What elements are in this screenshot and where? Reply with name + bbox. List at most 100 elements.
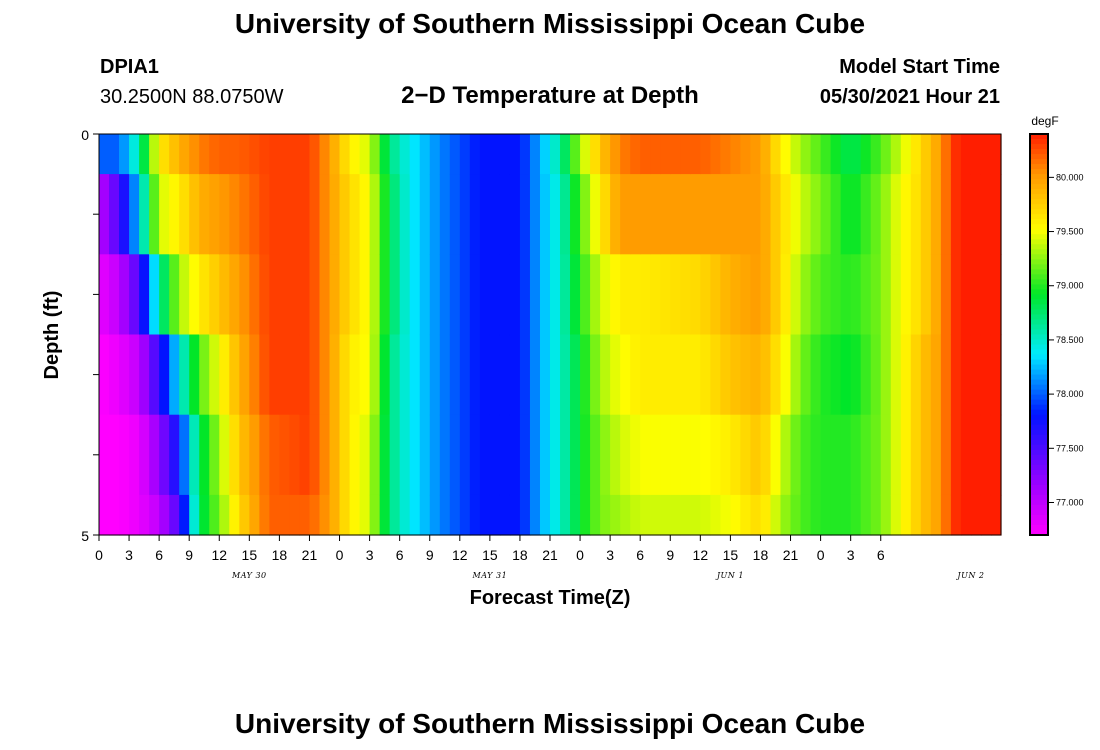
heatmap-cell: [780, 334, 792, 416]
heatmap-cell: [319, 254, 331, 336]
colorbar-segment: [1030, 204, 1048, 210]
colorbar-segment: [1030, 484, 1048, 491]
heatmap-cell: [539, 414, 551, 496]
colorbar-segment: [1030, 134, 1048, 140]
heatmap-cell: [690, 254, 701, 336]
heatmap-cell: [469, 334, 481, 416]
heatmap-cell: [910, 414, 922, 496]
x-tick-label: 0: [336, 547, 344, 563]
colorbar-tick-label: 80.000: [1056, 172, 1084, 182]
colorbar-segment: [1030, 424, 1048, 431]
colorbar-segment: [1030, 284, 1048, 290]
heatmap-cell: [259, 174, 270, 255]
heatmap-cell: [990, 174, 1002, 255]
heatmap-cell: [169, 174, 180, 255]
heatmap-cell: [359, 334, 371, 416]
colorbar-segment: [1030, 344, 1048, 351]
heatmap-cell: [630, 334, 641, 416]
heatmap-cell: [800, 334, 812, 416]
heatmap-cell: [539, 254, 551, 336]
heatmap-cell: [640, 254, 651, 336]
heatmap-cell: [680, 174, 691, 255]
heatmap-cell: [840, 174, 852, 255]
colorbar-segment: [1030, 264, 1048, 270]
heatmap-cell: [760, 134, 772, 175]
heatmap-cell: [800, 174, 812, 255]
heatmap-cell: [129, 334, 140, 416]
heatmap-cell: [560, 134, 571, 175]
colorbar-segment: [1030, 369, 1048, 376]
heatmap-cell: [369, 254, 381, 336]
heatmap-cell: [469, 414, 481, 496]
heatmap-cell: [800, 254, 812, 336]
colorbar-segment: [1030, 229, 1048, 235]
heatmap-cell: [519, 254, 531, 336]
heatmap-cell: [259, 494, 270, 536]
heatmap-cell: [299, 174, 311, 255]
heatmap-cell: [880, 494, 892, 536]
heatmap-cell: [529, 414, 541, 496]
heatmap-cell: [349, 494, 361, 536]
heatmap-cell: [439, 254, 451, 336]
heatmap-cell: [670, 334, 681, 416]
heatmap-cell: [910, 174, 922, 255]
heatmap-cell: [730, 254, 742, 336]
heatmap-cell: [129, 254, 140, 336]
heatmap-cell: [900, 254, 912, 336]
heatmap-cell: [249, 414, 260, 496]
heatmap-cell: [309, 174, 321, 255]
colorbar-segment: [1030, 179, 1048, 185]
heatmap-cell: [339, 134, 351, 175]
heatmap-cell: [690, 174, 701, 255]
heatmap-cell: [670, 494, 681, 536]
heatmap-cell: [970, 414, 982, 496]
colorbar-segment: [1030, 234, 1048, 240]
heatmap-cell: [369, 414, 381, 496]
heatmap-cell: [129, 174, 140, 255]
heatmap-cell: [640, 494, 651, 536]
heatmap-cell: [539, 334, 551, 416]
heatmap-cell: [920, 254, 932, 336]
heatmap-cell: [630, 254, 641, 336]
heatmap-cell: [620, 174, 631, 255]
heatmap-cell: [459, 334, 471, 416]
heatmap-cell: [379, 414, 391, 496]
colorbar-segment: [1030, 454, 1048, 461]
colorbar-segment: [1030, 364, 1048, 371]
heatmap-cell: [690, 134, 701, 175]
heatmap-cell: [429, 134, 441, 175]
heatmap-cell: [449, 494, 461, 536]
heatmap-cell: [790, 174, 802, 255]
heatmap-cell: [279, 334, 291, 416]
heatmap-cell: [750, 174, 762, 255]
heatmap-cell: [780, 174, 792, 255]
heatmap-cell: [720, 334, 731, 416]
heatmap-cell: [199, 174, 210, 255]
heatmap-cell: [810, 254, 822, 336]
heatmap-cell: [600, 174, 611, 255]
heatmap-cell: [840, 134, 852, 175]
heatmap-cell: [399, 414, 411, 496]
heatmap-cell: [519, 134, 531, 175]
heatmap-cell: [219, 134, 230, 175]
heatmap-cell: [389, 414, 401, 496]
x-tick-label: 6: [396, 547, 404, 563]
heatmap-cell: [209, 494, 220, 536]
heatmap-cell: [760, 254, 772, 336]
model-start-label: Model Start Time: [839, 56, 1000, 78]
heatmap-cell: [730, 494, 742, 536]
heatmap-cell: [700, 134, 711, 175]
heatmap-cell: [890, 174, 902, 255]
heatmap-cell: [449, 134, 461, 175]
heatmap-cell: [259, 254, 270, 336]
heatmap-cell: [980, 254, 992, 336]
heatmap-cell: [389, 494, 401, 536]
heatmap-cell: [600, 414, 611, 496]
heatmap-cell: [349, 174, 361, 255]
heatmap-cell: [980, 134, 992, 175]
heatmap-cell: [750, 414, 762, 496]
heatmap-cell: [760, 414, 772, 496]
heatmap-cell: [630, 134, 641, 175]
heatmap-cell: [489, 254, 501, 336]
heatmap-cell: [710, 134, 721, 175]
